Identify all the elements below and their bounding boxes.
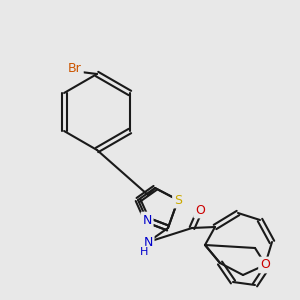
Text: N: N (142, 214, 152, 226)
Text: H: H (140, 247, 148, 257)
Text: Br: Br (68, 62, 82, 76)
Text: N: N (143, 236, 153, 248)
Text: O: O (260, 259, 270, 272)
Text: S: S (174, 194, 182, 206)
Text: O: O (195, 203, 205, 217)
